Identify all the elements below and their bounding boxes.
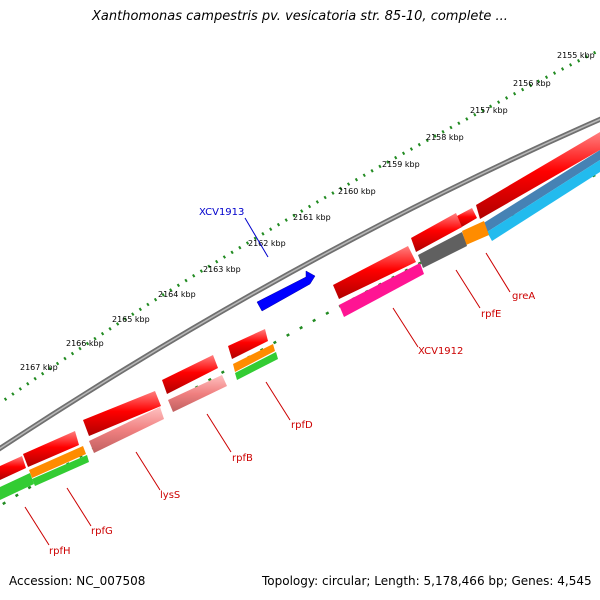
tick-2164: 2164 kbp — [158, 290, 196, 299]
gene-cds-lysS[interactable] — [83, 391, 161, 436]
gene-cds-xcv1912[interactable] — [333, 246, 416, 299]
gene-cds-rpfB[interactable] — [162, 355, 218, 394]
gene-orange-rpfD[interactable] — [233, 344, 275, 372]
leader-rpfh — [24, 506, 50, 546]
gene-orange-greA[interactable] — [462, 221, 489, 245]
label-grea[interactable]: greA — [512, 291, 535, 302]
tick-2165: 2165 kbp — [112, 315, 150, 324]
gene-cds-upper-3[interactable] — [411, 213, 462, 252]
gene-dark-rpfE[interactable] — [418, 232, 467, 268]
leader-xcv1913 — [244, 217, 269, 258]
leader-rpfe — [455, 269, 481, 309]
label-rpfg[interactable]: rpfG — [91, 526, 113, 537]
tick-2157: 2157 kbp — [470, 106, 508, 115]
gene-cds-rpfD[interactable] — [228, 329, 268, 359]
gene-green-rpfG[interactable] — [32, 455, 89, 486]
gene-cds-rpfH[interactable] — [0, 456, 26, 480]
accession-text: Accession: NC_007508 — [9, 574, 146, 588]
tick-2163: 2163 kbp — [203, 265, 241, 274]
gene-cds-upper-1[interactable] — [476, 132, 600, 219]
tick-2167: 2167 kbp — [20, 363, 58, 372]
leader-rpfg — [66, 487, 92, 527]
feature-track-lower — [0, 329, 278, 500]
tick-2156: 2156 kbp — [513, 79, 551, 88]
map-title: Xanthomonas campestris pv. vesicatoria s… — [92, 9, 508, 24]
label-xcv1912[interactable]: XCV1912 — [418, 346, 463, 357]
genome-summary-text: Topology: circular; Length: 5,178,466 bp… — [262, 574, 592, 588]
gene-xcv1913[interactable] — [256, 270, 316, 312]
leader-lyss — [135, 451, 161, 491]
label-xcv1913[interactable]: XCV1913 — [199, 207, 244, 218]
genome-backbone-highlight — [0, 118, 600, 450]
gene-cds-upper-2[interactable] — [455, 208, 477, 228]
label-rpfe[interactable]: rpfE — [481, 309, 501, 320]
gene-label-leaders — [24, 217, 511, 546]
label-rpfd[interactable]: rpfD — [291, 420, 313, 431]
tick-2166: 2166 kbp — [66, 339, 104, 348]
label-lyss[interactable]: lysS — [160, 490, 180, 501]
gene-cds-rpfG[interactable] — [23, 431, 79, 467]
tick-2159: 2159 kbp — [382, 160, 420, 169]
tick-2155: 2155 kbp — [557, 51, 595, 60]
label-rpfh[interactable]: rpfH — [49, 546, 71, 557]
leader-grea — [485, 252, 511, 293]
ruler-tick-labels: 2155 kbp 2156 kbp 2157 kbp 2158 kbp 2159… — [20, 51, 595, 372]
gene-orange-rpfG[interactable] — [29, 446, 86, 478]
gene-pink-rpfB[interactable] — [168, 375, 227, 412]
leader-rpfd — [265, 381, 291, 421]
tick-2161: 2161 kbp — [293, 213, 331, 222]
inner-ruler-track — [0, 171, 600, 508]
leader-rpfb — [206, 413, 232, 453]
gene-green-rpfD[interactable] — [235, 352, 278, 380]
tick-2158: 2158 kbp — [426, 133, 464, 142]
feature-track-upper — [333, 132, 600, 317]
tick-2160: 2160 kbp — [338, 187, 376, 196]
leader-xcv1912 — [392, 307, 419, 348]
tick-2162: 2162 kbp — [248, 239, 286, 248]
gene-pink-lysS[interactable] — [89, 407, 164, 453]
gene-green-rpfH[interactable] — [0, 473, 34, 500]
gene-misc-steel[interactable] — [482, 150, 600, 232]
gene-misc-cyan[interactable] — [487, 160, 600, 241]
gene-rna-xcv1912[interactable] — [339, 263, 424, 317]
label-rpfb[interactable]: rpfB — [232, 453, 253, 464]
